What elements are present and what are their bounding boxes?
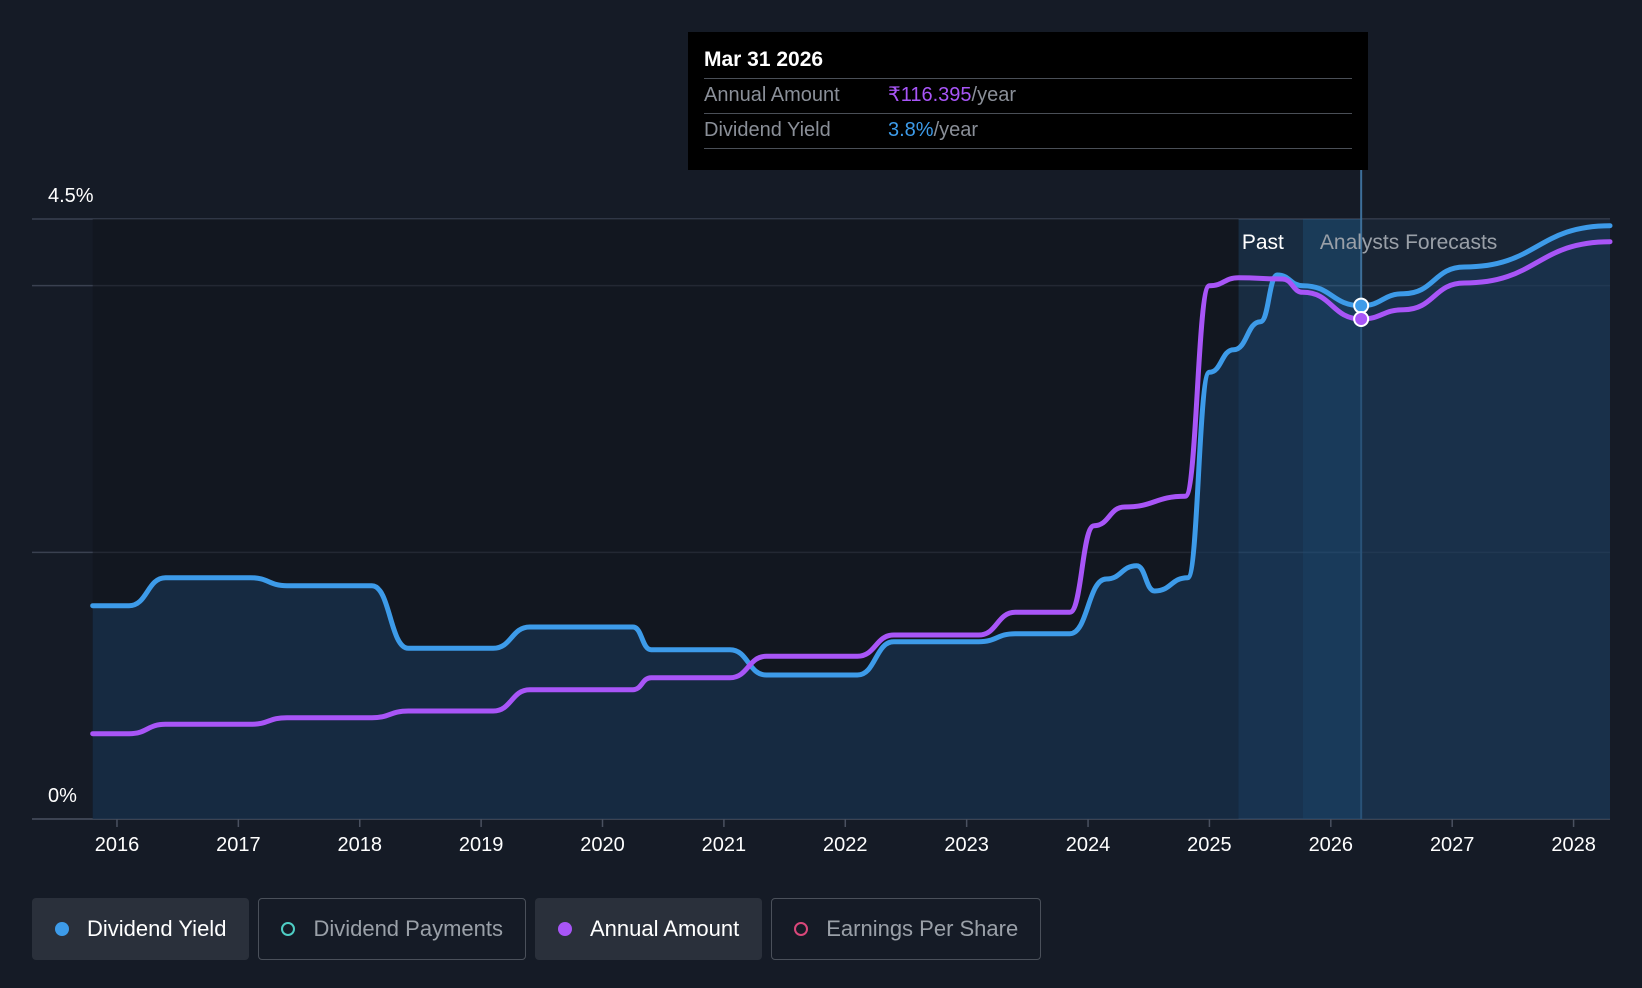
filled-circle-icon	[55, 922, 69, 936]
hollow-circle-icon	[794, 922, 809, 936]
legend-dividend-yield[interactable]: Dividend Yield	[32, 898, 250, 960]
annual-amount-line	[90, 239, 1613, 737]
annual-amount-marker	[1353, 311, 1370, 327]
legend-label-earnings-per-share: Earnings Per Share	[826, 916, 1019, 941]
legend-label-annual-amount: Annual Amount	[589, 916, 740, 941]
x-tick-label: 2020	[580, 834, 625, 856]
past-label: Past	[1242, 231, 1284, 254]
x-tick-label: 2027	[1430, 834, 1475, 856]
filled-circle-icon	[557, 922, 572, 936]
x-tick-label: 2016	[95, 834, 140, 856]
dividend-yield-marker	[1353, 297, 1370, 314]
legend-label-dividend-payments: Dividend Payments	[313, 916, 503, 941]
x-tick-label: 2022	[823, 834, 868, 856]
x-tick-label: 2024	[1066, 834, 1111, 856]
tooltip-dividend-yield-unit: /year	[933, 119, 979, 141]
tooltip-dividend-yield-label: Dividend Yield	[704, 119, 831, 141]
analysts-forecasts-label: Analysts Forecasts	[1320, 231, 1497, 254]
legend: Dividend Yield Dividend Payments Annual …	[32, 898, 1042, 960]
tooltip-annual-amount-label: Annual Amount	[704, 84, 840, 106]
legend-annual-amount[interactable]: Annual Amount	[534, 898, 763, 960]
legend-dividend-payments[interactable]: Dividend Payments	[258, 898, 526, 960]
tooltip-row-annual-amount: Annual Amount ₹116.395/year	[704, 78, 1352, 113]
tooltip-dividend-yield-value: 3.8%	[888, 119, 934, 141]
y-tick-label: 4.5%	[48, 185, 94, 207]
dividend-yield-area	[92, 225, 1611, 819]
lines-group	[90, 223, 1613, 737]
x-tick-label: 2019	[459, 834, 504, 856]
markers-group	[1353, 297, 1370, 327]
tooltip-row-dividend-yield: Dividend Yield 3.8%/year	[704, 113, 1352, 149]
tooltip-annual-amount-value: ₹116.395	[888, 84, 972, 106]
x-tick-label: 2026	[1309, 834, 1354, 856]
areas-group	[92, 225, 1611, 819]
x-tick-label: 2018	[337, 834, 382, 856]
x-tick-label: 2017	[216, 834, 261, 856]
legend-label-dividend-yield: Dividend Yield	[87, 916, 227, 941]
tooltip: Mar 31 2026 Annual Amount ₹116.395/year …	[688, 32, 1368, 170]
x-tick-label: 2028	[1551, 834, 1596, 856]
tooltip-annual-amount-unit: /year	[971, 84, 1017, 106]
legend-earnings-per-share[interactable]: Earnings Per Share	[771, 898, 1042, 960]
x-tick-label: 2023	[944, 834, 989, 856]
dividend-yield-line	[90, 223, 1613, 678]
tooltip-date: Mar 31 2026	[704, 48, 824, 71]
x-tick-label: 2021	[702, 834, 747, 856]
x-tick-label: 2025	[1187, 834, 1232, 856]
hollow-circle-icon	[281, 922, 296, 936]
labels-group: 4.5% 0% 2016 2017 2018 2019 2020 2021 2022 2023 20…	[48, 185, 1596, 856]
y-tick-label: 0%	[48, 785, 77, 807]
